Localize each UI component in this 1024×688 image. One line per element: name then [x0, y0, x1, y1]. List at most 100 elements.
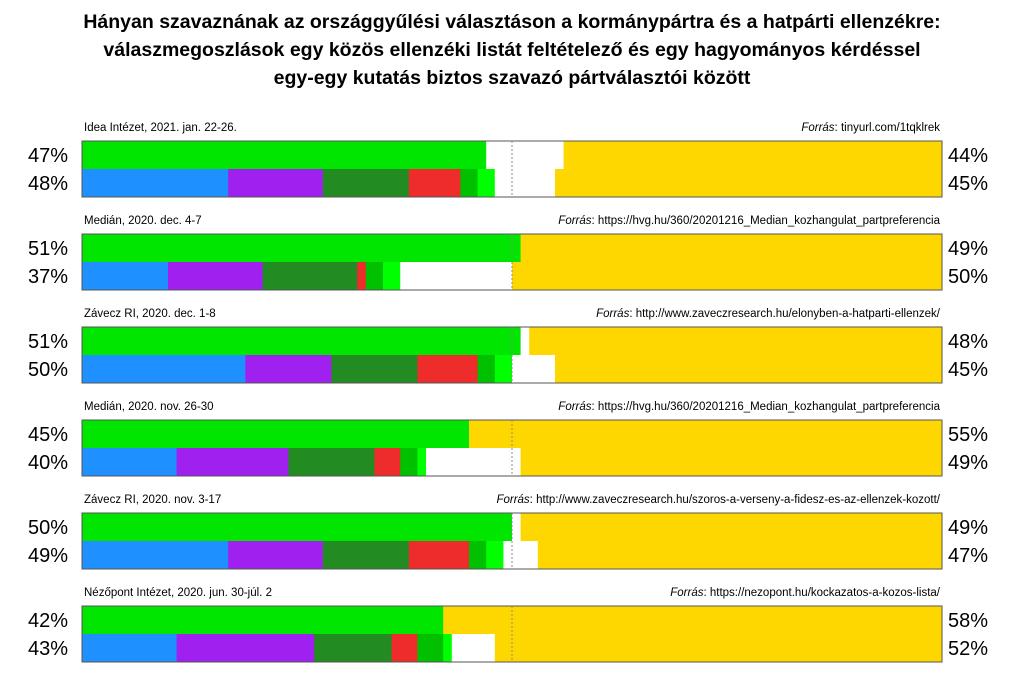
source-prefix: Forrás — [596, 308, 629, 320]
poll-label: Závecz RI, 2020. dec. 1-8 — [84, 308, 216, 320]
source-prefix: Forrás — [496, 494, 529, 506]
bar-segment-blue — [82, 634, 178, 662]
bar-segment-joint_opposition — [82, 327, 522, 355]
bar-segment-other — [426, 448, 522, 476]
source-url: https://hvg.hu/360/20201216_Median_kozha… — [598, 215, 941, 227]
bar-segment-other — [451, 634, 496, 662]
right-value-label: 45% — [948, 359, 988, 381]
bar-segment-joint_opposition — [82, 513, 513, 541]
bar-segment-lime — [494, 355, 513, 383]
source-url: https://nezopont.hu/kockazatos-a-kozos-l… — [710, 587, 941, 599]
bar-segment-fidesz — [520, 448, 943, 476]
bar-segment-lime — [417, 448, 427, 476]
source-colon: : — [592, 401, 598, 413]
bar-segment-darkgreen — [322, 541, 410, 569]
bar-segment-lime — [486, 541, 504, 569]
poll-group: Medián, 2020. dec. 4-7 Forrás: https://hv… — [28, 215, 988, 291]
bar-segment-midgreen — [365, 262, 384, 290]
bar-segment-blue — [82, 448, 178, 476]
bar-segment-darkgreen — [314, 634, 393, 662]
bar-segment-red — [391, 634, 418, 662]
source-colon: : — [835, 122, 841, 134]
left-value-label: 45% — [28, 424, 68, 446]
right-value-label: 52% — [948, 638, 988, 660]
title-line-1: Hányan szavaznának az országgyűlési vála… — [83, 11, 941, 33]
chart-title: Hányan szavaznának az országgyűlési vála… — [0, 8, 1024, 92]
right-value-label: 47% — [948, 545, 988, 567]
bar-segment-other — [512, 355, 556, 383]
poll-label: Nézőpont Intézet, 2020. jun. 30-júl. 2 — [84, 587, 272, 599]
bar-segment-joint_opposition — [82, 420, 470, 448]
bar-segment-midgreen — [400, 448, 418, 476]
poll-label: Závecz RI, 2020. nov. 3-17 — [84, 494, 221, 506]
bar-segment-other — [494, 169, 556, 197]
source-url: http://www.zaveczresearch.hu/szoros-a-ve… — [536, 494, 941, 506]
bar-segment-purple — [176, 634, 315, 662]
source-prefix: Forrás — [670, 587, 703, 599]
source-prefix: Forrás — [558, 401, 591, 413]
right-value-label: 49% — [948, 517, 988, 539]
poll-group: Závecz RI, 2020. nov. 3-17 Forrás: http:/… — [28, 494, 988, 570]
bar-segment-joint_opposition — [82, 234, 522, 262]
left-value-label: 40% — [28, 452, 68, 474]
bar-segment-midgreen — [477, 355, 496, 383]
poll-source: Forrás: http://www.zaveczresearch.hu/szo… — [496, 494, 940, 506]
left-value-label: 49% — [28, 545, 68, 567]
right-value-label: 44% — [948, 145, 988, 167]
poll-source: Forrás: https://hvg.hu/360/20201216_Medi… — [558, 401, 940, 413]
bar-segment-fidesz — [469, 420, 943, 448]
left-value-label: 50% — [28, 359, 68, 381]
right-value-label: 50% — [948, 266, 988, 288]
source-prefix: Forrás — [558, 215, 591, 227]
right-value-label: 48% — [948, 331, 988, 353]
title-line-2: válaszmegoszlások egy közös ellenzéki li… — [103, 39, 921, 61]
bar-segment-red — [357, 262, 367, 290]
bar-segment-purple — [228, 169, 324, 197]
source-url: http://www.zaveczresearch.hu/elonyben-a-… — [636, 308, 941, 320]
bar-segment-other — [486, 141, 565, 169]
bar-segment-darkgreen — [262, 262, 358, 290]
bar-segment-lime — [477, 169, 496, 197]
poll-source: Forrás: http://www.zaveczresearch.hu/elo… — [596, 308, 941, 320]
bar-segment-blue — [82, 262, 169, 290]
title-line-3: egy-egy kutatás biztos szavazó pártválas… — [273, 67, 751, 89]
bar-segment-fidesz — [512, 262, 943, 290]
bar-segment-joint_opposition — [82, 141, 487, 169]
bar-segment-purple — [228, 541, 324, 569]
source-colon: : — [592, 215, 598, 227]
bar-segment-other — [400, 262, 513, 290]
bar-segment-fidesz — [555, 355, 943, 383]
bar-segment-midgreen — [460, 169, 479, 197]
bar-segment-fidesz — [494, 634, 943, 662]
source-colon: : — [530, 494, 536, 506]
bar-segment-other — [503, 541, 539, 569]
bar-segment-blue — [82, 355, 246, 383]
bar-segment-fidesz — [520, 513, 943, 541]
bar-segment-darkgreen — [322, 169, 410, 197]
bar-segment-lime — [383, 262, 401, 290]
bar-segment-darkgreen — [331, 355, 418, 383]
bar-segment-fidesz — [555, 169, 943, 197]
right-value-label: 49% — [948, 238, 988, 260]
bar-segment-red — [417, 355, 479, 383]
poll-source: Forrás: tinyurl.com/1tqklrek — [801, 122, 940, 134]
bar-segment-blue — [82, 169, 229, 197]
poll-label: Medián, 2020. nov. 26-30 — [84, 401, 214, 413]
bar-segment-blue — [82, 541, 229, 569]
left-value-label: 50% — [28, 517, 68, 539]
bar-segment-fidesz — [520, 234, 943, 262]
poll-source: Forrás: https://nezopont.hu/kockazatos-a… — [670, 587, 941, 599]
bar-segment-red — [374, 448, 401, 476]
poll-group: Medián, 2020. nov. 26-30 Forrás: https://… — [28, 401, 988, 477]
bar-segment-purple — [245, 355, 332, 383]
poll-label: Medián, 2020. dec. 4-7 — [84, 215, 202, 227]
bar-segment-midgreen — [469, 541, 487, 569]
bar-segment-purple — [168, 262, 264, 290]
bar-segment-red — [408, 169, 461, 197]
left-value-label: 47% — [28, 145, 68, 167]
bar-segment-fidesz — [537, 541, 943, 569]
bar-segment-other — [512, 513, 522, 541]
source-url: https://hvg.hu/360/20201216_Median_kozha… — [598, 401, 941, 413]
right-value-label: 45% — [948, 173, 988, 195]
